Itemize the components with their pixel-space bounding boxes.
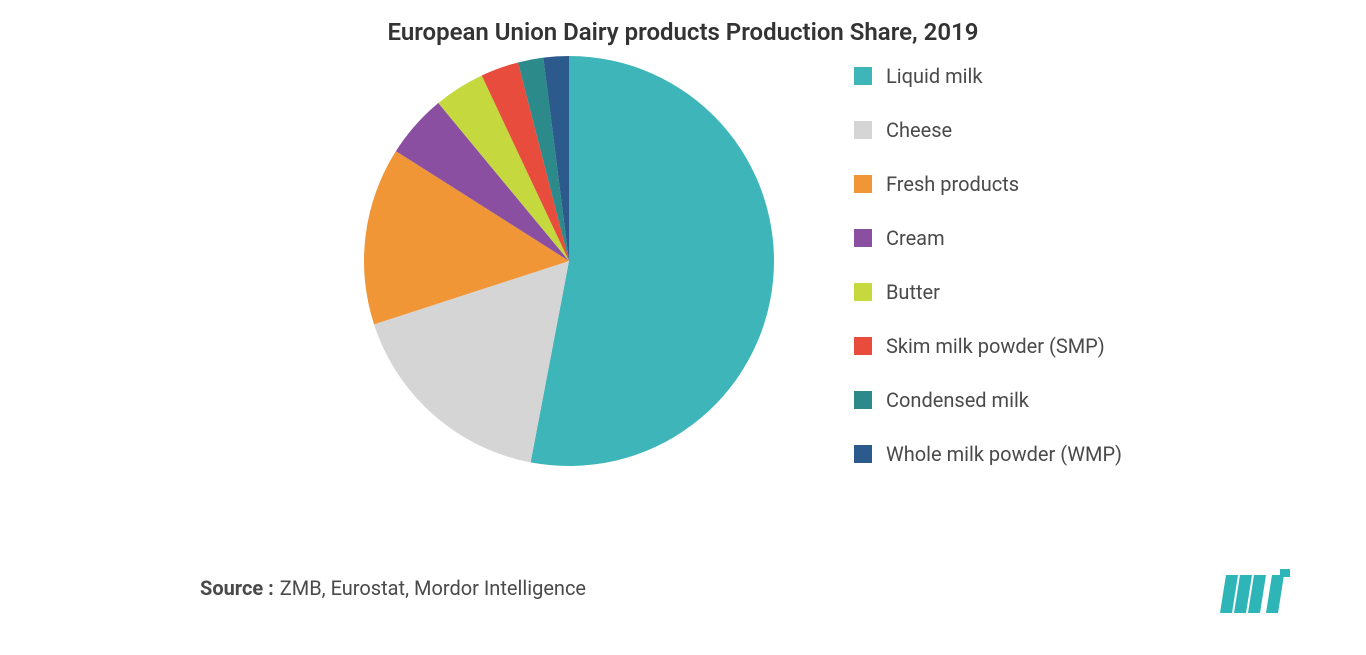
source-label: Source :: [200, 576, 274, 600]
legend-item: Condensed milk: [854, 388, 1122, 412]
legend-swatch: [854, 229, 872, 247]
legend-item: Whole milk powder (WMP): [854, 442, 1122, 466]
legend-label: Cream: [886, 226, 945, 250]
mordor-logo-icon: [1220, 569, 1296, 613]
legend-label: Condensed milk: [886, 388, 1029, 412]
legend-swatch: [854, 391, 872, 409]
source-line: Source :ZMB, Eurostat, Mordor Intelligen…: [200, 576, 586, 600]
legend-swatch: [854, 283, 872, 301]
legend-label: Whole milk powder (WMP): [886, 442, 1122, 466]
legend-item: Butter: [854, 280, 1122, 304]
chart-container: Liquid milk Cheese Fresh products Cream Butt…: [0, 56, 1366, 466]
legend-item: Cream: [854, 226, 1122, 250]
legend-label: Cheese: [886, 118, 952, 142]
legend-label: Butter: [886, 280, 940, 304]
legend-label: Skim milk powder (SMP): [886, 334, 1105, 358]
legend-swatch: [854, 121, 872, 139]
pie-chart: [364, 56, 774, 466]
brand-logo: [1220, 569, 1296, 613]
legend-swatch: [854, 337, 872, 355]
pie-chart-wrapper: [364, 56, 774, 466]
legend-item: Cheese: [854, 118, 1122, 142]
legend-item: Skim milk powder (SMP): [854, 334, 1122, 358]
legend-label: Liquid milk: [886, 64, 983, 88]
legend-item: Liquid milk: [854, 64, 1122, 88]
legend-item: Fresh products: [854, 172, 1122, 196]
legend-swatch: [854, 175, 872, 193]
source-text: ZMB, Eurostat, Mordor Intelligence: [280, 576, 586, 600]
legend-swatch: [854, 445, 872, 463]
chart-legend: Liquid milk Cheese Fresh products Cream Butt…: [854, 56, 1122, 466]
legend-swatch: [854, 67, 872, 85]
chart-title: European Union Dairy products Production…: [0, 0, 1366, 56]
legend-label: Fresh products: [886, 172, 1019, 196]
